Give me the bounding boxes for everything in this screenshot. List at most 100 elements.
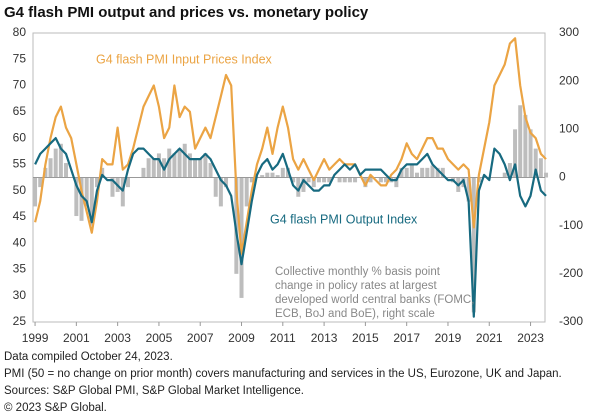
bar — [218, 177, 223, 207]
x-tick-label: 2019 — [435, 331, 462, 345]
y-tick-label: 70 — [13, 78, 27, 92]
chart-title: G4 flash PMI output and prices vs. monet… — [4, 4, 369, 21]
bar — [38, 177, 43, 188]
bar — [58, 143, 63, 178]
legend-label: G4 flash PMI Output Index — [270, 212, 418, 226]
y-tick-label: 40 — [13, 235, 27, 249]
y-tick-label: 80 — [13, 25, 27, 39]
y-tick-label: 25 — [13, 314, 27, 328]
bar — [84, 177, 89, 207]
bar — [187, 153, 192, 178]
y2-tick-label: -200 — [559, 266, 583, 280]
x-tick-label: 2013 — [311, 331, 338, 345]
bar — [224, 177, 229, 188]
bar — [280, 167, 285, 178]
bar — [95, 177, 99, 188]
bar — [151, 158, 156, 178]
footnote: Data compiled October 24, 2023. — [4, 351, 173, 363]
bar — [270, 172, 275, 178]
bar — [471, 177, 476, 313]
y2-tick-label: 0 — [559, 170, 566, 184]
line — [34, 37, 547, 255]
bar — [409, 165, 414, 178]
y-tick-label: 35 — [13, 262, 27, 276]
bar — [544, 172, 549, 178]
bar — [193, 158, 198, 178]
bar — [249, 177, 254, 183]
bar — [507, 163, 512, 178]
bar — [156, 153, 161, 178]
bar — [399, 167, 404, 178]
bar — [415, 172, 419, 178]
bar — [384, 177, 389, 183]
bar — [518, 105, 523, 178]
y2-tick-label: 200 — [559, 73, 579, 87]
bar — [110, 177, 115, 197]
x-tick-label: 2001 — [63, 331, 90, 345]
bar — [198, 158, 203, 178]
bar — [502, 172, 507, 178]
footnote: PMI (50 = no change on prior month) cove… — [4, 368, 562, 380]
y-tick-label: 75 — [13, 51, 27, 65]
bar — [327, 177, 332, 183]
bar — [33, 177, 38, 207]
bar — [275, 175, 280, 178]
y2-tick-label: 100 — [559, 122, 579, 136]
bar — [528, 129, 533, 178]
bar — [523, 114, 528, 178]
bar — [378, 177, 383, 183]
bar — [48, 158, 53, 178]
x-tick-label: 2023 — [517, 331, 544, 345]
y-tick-label: 60 — [13, 130, 27, 144]
bar — [120, 177, 125, 207]
bar — [363, 177, 368, 188]
bar — [74, 177, 79, 217]
bar — [353, 177, 358, 183]
y2-tick-label: -100 — [559, 218, 583, 232]
bar — [311, 177, 316, 188]
annotation: ECB, BoJ and BoE), right scale — [275, 308, 435, 320]
x-tick-label: 2007 — [187, 331, 214, 345]
bar — [213, 177, 218, 197]
x-tick-label: 2009 — [228, 331, 255, 345]
bar — [244, 177, 249, 207]
annotation: developed world central banks (FOMC, — [275, 294, 474, 306]
bar — [337, 177, 342, 183]
bar — [172, 153, 177, 178]
x-tick-label: 2003 — [104, 331, 131, 345]
bar — [430, 165, 435, 178]
bar — [146, 158, 151, 178]
bar — [533, 148, 538, 178]
bar — [394, 177, 399, 188]
x-tick-label: 1999 — [22, 331, 49, 345]
bar — [100, 167, 105, 178]
bar — [513, 129, 518, 178]
y-tick-label: 30 — [13, 288, 27, 302]
annotation: change in policy rates at largest — [275, 280, 438, 292]
y-tick-label: 45 — [13, 209, 27, 223]
bar — [425, 167, 430, 178]
bar — [141, 167, 146, 178]
line — [34, 137, 547, 318]
bar — [208, 163, 213, 178]
bar — [239, 177, 244, 298]
bar — [466, 177, 471, 202]
y-tick-label: 55 — [13, 157, 27, 171]
bar — [322, 177, 327, 183]
bar — [79, 177, 84, 221]
bar — [368, 177, 373, 183]
bar — [291, 177, 296, 183]
bar — [342, 177, 347, 183]
bar — [182, 143, 187, 178]
bar — [538, 158, 543, 178]
bar — [265, 172, 270, 178]
footnote: Sources: S&P Global PMI, S&P Global Mark… — [4, 385, 304, 397]
x-tick-label: 2005 — [146, 331, 173, 345]
x-tick-label: 2017 — [393, 331, 420, 345]
bar — [203, 153, 208, 178]
bar — [64, 163, 69, 178]
bar — [435, 167, 440, 178]
y-tick-label: 65 — [13, 104, 27, 118]
y2-tick-label: -300 — [559, 314, 583, 328]
